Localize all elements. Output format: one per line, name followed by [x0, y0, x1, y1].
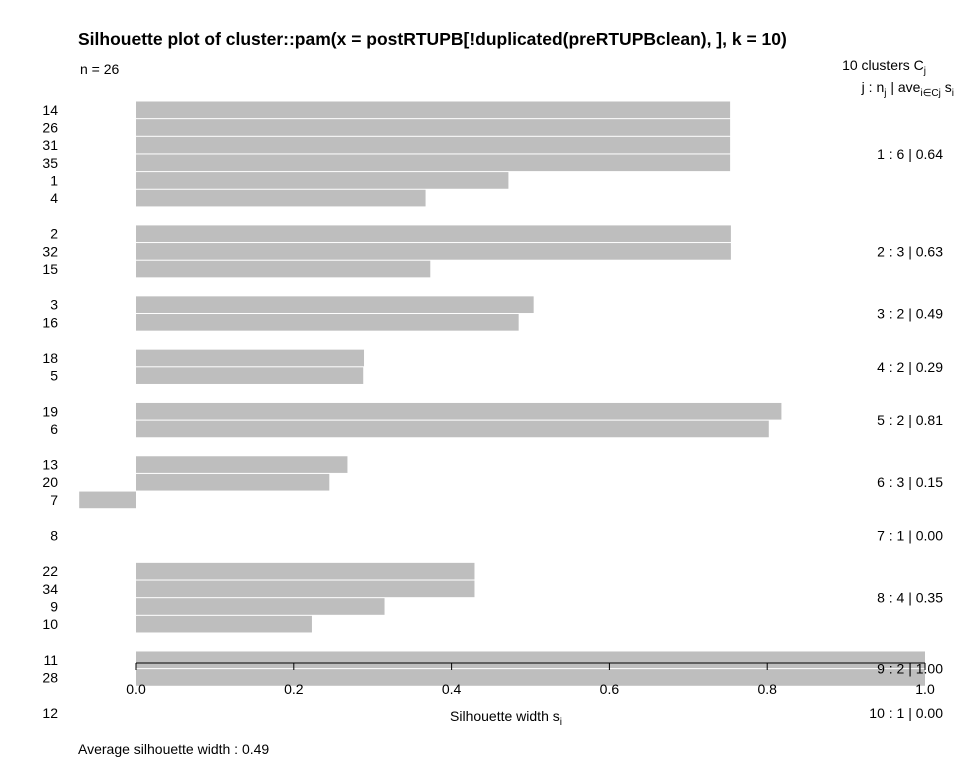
x-tick-label: 0.0: [126, 681, 146, 697]
columns-header: j : nj | avei∈Cj si: [862, 79, 954, 99]
observation-label: 28: [42, 669, 58, 685]
x-tick-label: 0.6: [600, 681, 620, 697]
silhouette-bar: [136, 101, 731, 119]
observation-label: 11: [43, 652, 58, 668]
silhouette-bar: [136, 402, 782, 420]
silhouette-bar: [136, 154, 731, 172]
silhouette-bar: [136, 456, 348, 473]
silhouette-bar: [136, 615, 312, 633]
silhouette-bar: [136, 119, 731, 136]
observation-label: 7: [50, 492, 58, 508]
cluster-summary-label: 7 : 1 | 0.00: [877, 528, 943, 544]
observation-label: 13: [42, 457, 58, 473]
n-label: n = 26: [80, 61, 120, 77]
observation-label: 20: [42, 474, 58, 490]
silhouette-bar: [79, 491, 136, 509]
observation-label: 1: [50, 172, 58, 188]
col-s-label: s: [940, 79, 952, 95]
silhouette-bar: [136, 189, 426, 207]
observation-label: 34: [42, 581, 58, 597]
silhouette-bar: [136, 651, 925, 669]
silhouette-bar: [136, 225, 731, 243]
x-tick-label: 0.4: [442, 681, 462, 697]
silhouette-bar: [136, 136, 731, 154]
observation-label: 12: [42, 705, 58, 721]
x-tick-label: 1.0: [915, 681, 935, 697]
col-s-sub: i: [951, 87, 954, 99]
cluster-summary-label: 3 : 2 | 0.49: [877, 306, 943, 322]
observation-label: 2: [50, 226, 58, 242]
x-tick-label: 0.8: [757, 681, 777, 697]
x-tick-label: 0.2: [284, 681, 304, 697]
observation-label: 22: [42, 563, 58, 579]
col-ave-label: | ave: [886, 79, 921, 95]
cluster-summary-label: 10 : 1 | 0.00: [869, 705, 943, 721]
cluster-summary-label: 2 : 3 | 0.63: [877, 243, 943, 259]
cluster-summary-label: 1 : 6 | 0.64: [877, 146, 943, 162]
silhouette-bar: [136, 314, 519, 331]
observation-label: 15: [42, 261, 58, 277]
x-axis-label-text: Silhouette width s: [450, 708, 560, 724]
cluster-summary-label: 6 : 3 | 0.15: [877, 474, 943, 490]
observation-label: 9: [50, 598, 58, 614]
silhouette-bar: [136, 598, 385, 615]
col-j-sub: j: [884, 87, 887, 99]
col-ave-sub: i∈Cj: [920, 87, 941, 99]
observation-label: 4: [50, 190, 58, 206]
silhouette-bar: [136, 562, 475, 580]
col-j-label: j : n: [861, 79, 885, 95]
silhouette-bar: [136, 349, 365, 367]
observation-label: 10: [42, 616, 58, 632]
observation-label: 35: [42, 155, 58, 171]
x-axis-label: Silhouette width si: [0, 708, 966, 728]
clusters-header-sub: j: [923, 65, 926, 77]
silhouette-bar: [136, 420, 769, 438]
average-silhouette-label: Average silhouette width : 0.49: [78, 741, 270, 757]
observation-label: 8: [50, 528, 58, 544]
silhouette-bar: [136, 367, 364, 384]
observation-label: 32: [42, 243, 58, 259]
silhouette-bar: [136, 296, 534, 314]
observation-label: 3: [50, 297, 58, 313]
chart-title: Silhouette plot of cluster::pam(x = post…: [78, 29, 787, 49]
observation-label: 31: [42, 137, 58, 153]
x-axis-label-sub: i: [559, 716, 562, 728]
cluster-summary-label: 8 : 4 | 0.35: [877, 590, 943, 606]
silhouette-bar: [136, 580, 475, 598]
clusters-header: 10 clusters Cj: [842, 57, 926, 77]
silhouette-bar: [136, 669, 925, 686]
silhouette-bar: [136, 260, 431, 278]
silhouette-bar: [136, 473, 330, 491]
observation-label: 6: [50, 421, 58, 437]
silhouette-bar: [136, 243, 731, 260]
cluster-summary-label: 9 : 2 | 1.00: [877, 661, 943, 677]
cluster-summary-label: 5 : 2 | 0.81: [877, 412, 943, 428]
observation-label: 5: [50, 368, 58, 384]
observation-label: 26: [42, 119, 58, 135]
cluster-summary-label: 4 : 2 | 0.29: [877, 359, 943, 375]
clusters-header-text: 10 clusters C: [842, 57, 924, 73]
observation-label: 18: [42, 350, 58, 366]
observation-label: 19: [42, 403, 58, 419]
silhouette-bar: [136, 172, 509, 189]
observation-label: 16: [42, 314, 58, 330]
observation-label: 14: [42, 102, 58, 118]
